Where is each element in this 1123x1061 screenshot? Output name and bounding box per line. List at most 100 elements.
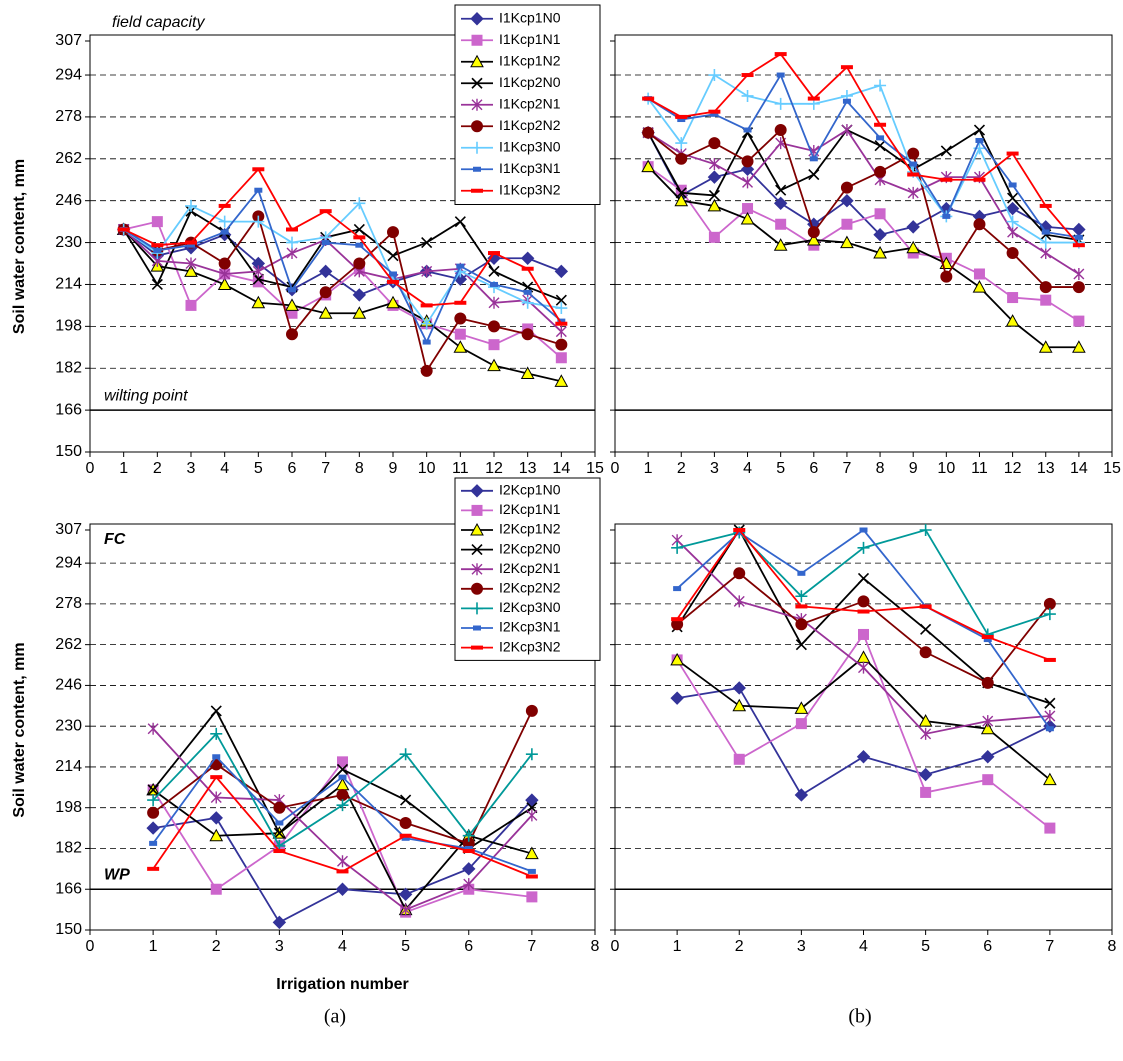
x-tick-label: 8 [876, 460, 885, 477]
marker [807, 96, 820, 101]
marker [488, 296, 500, 309]
marker [487, 358, 501, 372]
x-tick-label: 6 [288, 460, 297, 477]
marker [671, 617, 684, 622]
x-tick-label: 14 [552, 460, 570, 477]
y-tick-label: 150 [55, 443, 82, 460]
x-tick-label: 10 [418, 460, 436, 477]
marker [217, 277, 232, 290]
marker [1007, 192, 1019, 204]
x-tick-label: 4 [743, 460, 752, 477]
marker [473, 166, 481, 172]
y-tick-label: 230 [55, 234, 82, 251]
marker [399, 833, 412, 838]
panel-label: (b) [848, 1006, 871, 1028]
marker [184, 264, 198, 277]
marker [353, 197, 366, 210]
marker [421, 265, 433, 278]
marker [1045, 726, 1054, 732]
marker [471, 77, 483, 89]
marker [470, 12, 484, 26]
marker [318, 264, 333, 279]
marker [527, 868, 536, 874]
marker [337, 855, 348, 868]
marker [1006, 151, 1019, 156]
marker [117, 227, 130, 232]
x-tick-label: 5 [776, 460, 785, 477]
marker [906, 220, 920, 234]
marker [919, 524, 932, 536]
marker [462, 829, 475, 842]
y-tick-label: 278 [55, 108, 82, 125]
marker [909, 161, 918, 167]
marker [525, 793, 539, 807]
marker [399, 748, 412, 761]
marker [454, 300, 467, 305]
series-line [123, 228, 562, 333]
marker [453, 340, 468, 353]
x-tick-label: 6 [809, 460, 818, 477]
marker [1043, 657, 1056, 662]
y-tick-label: 294 [55, 554, 82, 571]
x-tick-label: 7 [321, 460, 330, 477]
marker [918, 767, 933, 782]
marker [420, 317, 433, 330]
marker [210, 705, 222, 717]
marker [973, 268, 985, 280]
marker [919, 604, 932, 609]
marker [525, 846, 539, 860]
marker [319, 286, 332, 299]
marker [471, 582, 483, 595]
marker [185, 299, 197, 311]
marker [708, 109, 721, 114]
marker [555, 338, 568, 351]
marker [841, 218, 853, 230]
marker [554, 374, 569, 387]
y-tick-label: 278 [55, 595, 82, 612]
marker [470, 54, 484, 68]
marker [218, 203, 231, 208]
x-tick-label: 13 [519, 460, 537, 477]
series-line [123, 201, 562, 326]
marker [857, 595, 870, 608]
marker [286, 247, 298, 260]
marker [741, 89, 754, 102]
marker [940, 177, 953, 182]
marker [387, 250, 399, 262]
marker [981, 750, 995, 764]
marker [642, 126, 655, 139]
marker [555, 321, 568, 326]
marker [212, 754, 221, 760]
x-tick-label: 11 [452, 460, 469, 477]
marker [972, 280, 987, 293]
marker [940, 145, 952, 157]
x-tick-label: 15 [1103, 460, 1121, 477]
annotation: FC [104, 531, 126, 548]
x-tick-label: 8 [1108, 938, 1117, 955]
x-tick-label: 3 [187, 460, 196, 477]
x-tick-label: 2 [212, 938, 221, 955]
legend-label: I1Kcp1N2 [499, 52, 561, 68]
marker [420, 303, 433, 308]
marker [422, 339, 431, 345]
x-tick-label: 7 [527, 938, 536, 955]
marker [708, 158, 720, 171]
x-tick-label: 0 [611, 938, 620, 955]
marker [218, 257, 231, 270]
marker [273, 849, 286, 854]
y-tick-label: 246 [55, 192, 82, 209]
x-tick-label: 2 [735, 938, 744, 955]
marker [218, 215, 231, 228]
marker [420, 364, 433, 377]
x-tick-label: 14 [1070, 460, 1088, 477]
legend-label: I1Kcp3N2 [499, 181, 561, 197]
x-tick-label: 5 [401, 938, 410, 955]
marker [554, 264, 569, 279]
marker [387, 226, 399, 239]
legend-label: I2Kcp1N0 [499, 482, 561, 498]
panel-label: (a) [324, 1006, 346, 1028]
marker [874, 140, 886, 152]
marker [874, 165, 887, 178]
marker [454, 328, 466, 340]
x-tick-label: 1 [149, 938, 158, 955]
